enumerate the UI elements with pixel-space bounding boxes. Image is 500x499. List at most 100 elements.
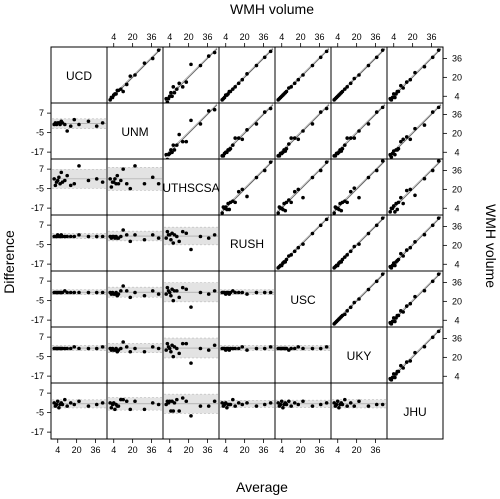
data-point	[171, 409, 176, 413]
data-point	[177, 409, 181, 413]
tick-label: -17	[31, 427, 44, 437]
data-point	[240, 345, 245, 349]
data-point	[296, 77, 301, 82]
data-point	[436, 105, 441, 110]
data-point	[164, 292, 168, 296]
data-point	[278, 402, 283, 407]
tick-label: 7	[39, 388, 44, 398]
data-point	[171, 298, 176, 303]
data-point	[436, 216, 441, 220]
panel-frame	[50, 326, 108, 384]
data-point	[422, 64, 427, 69]
data-point	[77, 164, 81, 168]
data-point	[310, 122, 315, 126]
data-point	[72, 181, 77, 186]
data-point	[340, 402, 345, 407]
data-point	[292, 401, 297, 405]
data-point	[128, 239, 133, 244]
data-point	[340, 257, 345, 262]
data-point	[119, 87, 123, 91]
data-point	[177, 132, 181, 137]
data-point	[357, 399, 361, 404]
data-point	[94, 290, 99, 295]
data-point	[401, 254, 405, 258]
data-point	[121, 284, 125, 288]
data-point	[72, 234, 77, 239]
data-point	[296, 345, 301, 349]
data-point	[301, 346, 305, 351]
data-point	[169, 293, 173, 298]
data-point	[68, 401, 73, 405]
data-point	[94, 346, 99, 351]
data-point	[366, 287, 371, 292]
data-point	[357, 195, 361, 200]
data-point	[348, 81, 353, 86]
data-point	[198, 404, 203, 408]
data-point	[233, 200, 237, 205]
data-point	[65, 173, 69, 178]
tick-label: 4	[111, 32, 116, 42]
data-point	[399, 363, 403, 368]
data-point	[401, 366, 405, 370]
data-point	[318, 402, 323, 407]
tick-label: 20	[352, 32, 362, 42]
data-point	[60, 402, 65, 407]
data-point	[206, 348, 211, 352]
tick-label: -5	[36, 240, 44, 250]
data-point	[233, 346, 237, 351]
data-point	[436, 48, 441, 52]
site-label: UNM	[121, 125, 148, 139]
data-point	[121, 89, 125, 94]
data-point	[339, 208, 344, 213]
data-point	[100, 121, 105, 125]
data-point	[170, 94, 174, 99]
data-point	[422, 123, 427, 127]
data-point	[55, 178, 60, 183]
tick-label: 20	[184, 32, 194, 42]
data-point	[262, 402, 267, 407]
data-point	[348, 305, 353, 310]
data-point	[324, 401, 329, 405]
data-point	[352, 404, 357, 408]
data-point	[142, 293, 147, 298]
data-point	[436, 272, 441, 276]
data-point	[63, 178, 67, 183]
data-point	[289, 404, 293, 408]
data-point	[240, 290, 245, 295]
data-point	[310, 404, 315, 408]
data-point	[128, 349, 133, 354]
data-point	[366, 63, 371, 68]
data-point	[68, 183, 73, 188]
data-point	[72, 290, 77, 295]
data-point	[324, 345, 329, 349]
data-point	[156, 346, 161, 351]
data-point	[408, 245, 413, 250]
data-point	[119, 346, 123, 351]
data-point	[284, 257, 289, 262]
data-point	[72, 402, 77, 407]
data-point	[413, 70, 417, 75]
data-point	[345, 136, 349, 140]
tick-label: 7	[39, 276, 44, 286]
data-point	[374, 110, 379, 114]
data-point	[352, 244, 357, 249]
data-point	[366, 175, 371, 180]
data-point	[404, 188, 409, 193]
data-point	[121, 228, 125, 232]
tick-label: -5	[36, 352, 44, 362]
data-point	[413, 240, 417, 244]
data-point	[296, 137, 301, 142]
data-point	[116, 181, 121, 186]
data-point	[57, 405, 61, 410]
data-point	[334, 402, 339, 407]
data-point	[68, 234, 73, 239]
data-point	[109, 405, 114, 410]
data-point	[240, 77, 245, 82]
data-point	[177, 295, 181, 300]
data-point	[231, 87, 235, 91]
data-point	[413, 193, 417, 198]
data-point	[310, 346, 315, 351]
tick-label: 7	[39, 220, 44, 230]
tick-label: 20	[408, 32, 418, 42]
data-point	[380, 105, 385, 110]
